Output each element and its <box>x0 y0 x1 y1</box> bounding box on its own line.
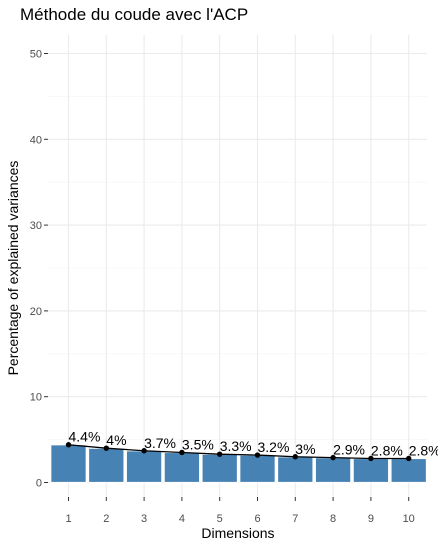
point-2 <box>103 445 110 451</box>
y-axis-title: Percentage of explained variances <box>5 161 21 376</box>
point-8 <box>330 454 336 461</box>
x-tick-label: 3 <box>141 513 147 525</box>
x-tick-label: 2 <box>103 513 109 525</box>
bar-9 <box>352 457 390 484</box>
x-tick-label: 10 <box>403 513 415 525</box>
y-tick-label: 20 <box>30 306 42 318</box>
x-tick-label: 6 <box>254 513 260 525</box>
data-label-6: 3.2% <box>258 439 290 455</box>
y-tick-label: 0 <box>36 478 42 490</box>
bar-5 <box>201 453 239 484</box>
bar-1 <box>50 444 87 484</box>
y-axis: 0 10 20 30 40 50 <box>30 49 48 490</box>
point-4 <box>179 449 185 456</box>
x-tick-label: 8 <box>330 513 336 525</box>
data-label-7: 3% <box>295 441 315 457</box>
x-tick-label: 4 <box>179 513 185 525</box>
x-tick-label: 9 <box>368 513 374 525</box>
point-3 <box>141 448 147 454</box>
chart-title: Méthode du coude avec l'ACP <box>20 5 248 24</box>
bar-7 <box>276 456 314 484</box>
bar-10 <box>390 457 428 484</box>
point-1 <box>65 442 72 448</box>
point-10 <box>406 455 412 462</box>
bar-8 <box>314 457 352 484</box>
data-label-3: 3.7% <box>144 435 176 451</box>
trend-polyline <box>68 444 409 460</box>
y-tick-label: 10 <box>30 392 42 404</box>
point-6 <box>254 452 261 458</box>
y-tick-label: 40 <box>30 134 42 146</box>
y-tick-label: 30 <box>30 220 42 232</box>
point-5 <box>217 451 223 457</box>
x-tick-label: 1 <box>65 513 71 525</box>
point-7 <box>292 454 298 460</box>
bar-6 <box>239 454 276 484</box>
y-tick-label: 50 <box>30 49 42 61</box>
trend-line <box>65 442 412 462</box>
grid <box>48 35 427 497</box>
x-axis: 1 2 3 4 5 6 7 8 9 10 <box>65 497 415 525</box>
data-label-5: 3.3% <box>220 438 252 454</box>
point-9 <box>368 455 374 462</box>
x-tick-label: 5 <box>217 513 223 525</box>
data-label-4: 3.5% <box>182 436 214 452</box>
data-label-1: 4.4% <box>69 429 101 445</box>
bar-2 <box>87 447 125 484</box>
data-label-10: 2.8% <box>409 442 438 458</box>
x-axis-title: Dimensions <box>201 525 274 541</box>
x-tick-label: 7 <box>292 513 298 525</box>
data-label-2: 4% <box>106 432 126 448</box>
bar-3 <box>125 450 163 484</box>
data-label-9: 2.8% <box>371 442 403 458</box>
data-label-8: 2.9% <box>333 442 365 458</box>
bars <box>50 444 428 484</box>
data-labels: 4.4% 4% 3.7% 3.5% 3.3% 3.2% 3% 2.9% 2.8% 2.8% <box>69 429 438 459</box>
bar-4 <box>163 451 201 484</box>
